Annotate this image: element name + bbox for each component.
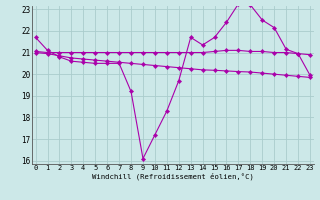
X-axis label: Windchill (Refroidissement éolien,°C): Windchill (Refroidissement éolien,°C) bbox=[92, 173, 254, 180]
